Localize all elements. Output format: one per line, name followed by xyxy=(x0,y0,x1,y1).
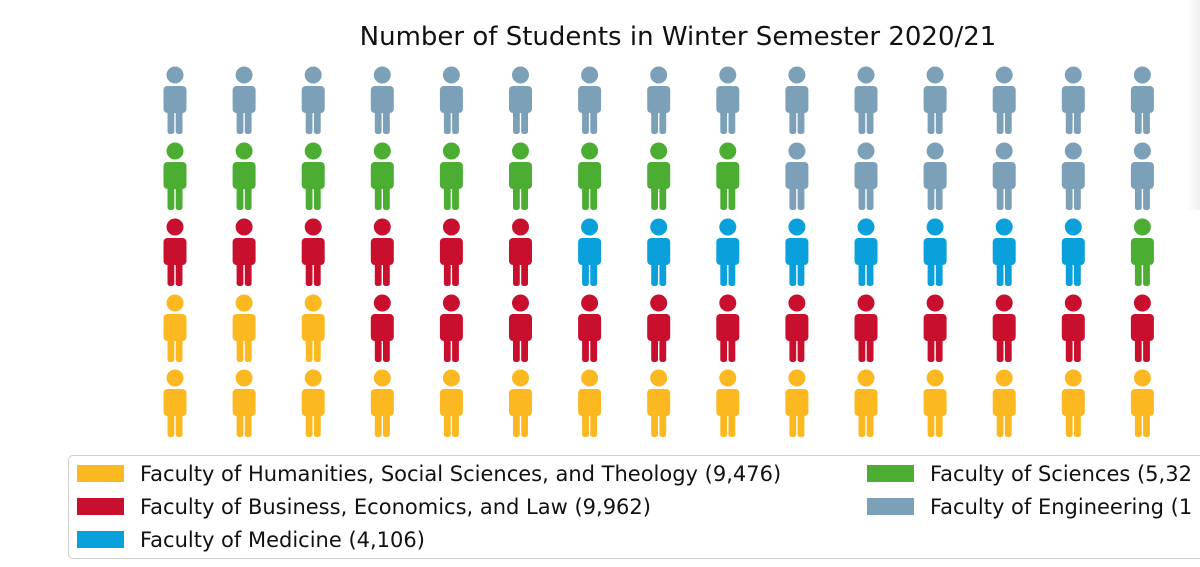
person-icon xyxy=(854,66,878,134)
person-icon xyxy=(1061,142,1085,210)
person-icon xyxy=(578,294,602,362)
person-icon xyxy=(232,218,256,286)
person-icon xyxy=(301,294,325,362)
person-icon xyxy=(578,142,602,210)
person-icon xyxy=(992,66,1016,134)
person-icon xyxy=(1061,218,1085,286)
legend-swatch-sciences xyxy=(867,465,914,482)
legend-swatch-engineering xyxy=(867,498,914,515)
person-icon xyxy=(923,294,947,362)
person-icon xyxy=(232,66,256,134)
person-icon xyxy=(1061,369,1085,437)
person-icon xyxy=(716,369,740,437)
person-icon xyxy=(854,218,878,286)
person-icon xyxy=(1130,369,1154,437)
person-icon xyxy=(163,218,187,286)
person-icon xyxy=(509,294,532,362)
person-icon xyxy=(647,294,671,362)
person-icon xyxy=(647,66,671,134)
person-icon xyxy=(301,142,325,210)
person-icon xyxy=(923,369,947,437)
person-icon xyxy=(785,142,809,210)
person-icon xyxy=(578,218,602,286)
legend-label: Faculty of Sciences (5,32 xyxy=(930,462,1192,486)
person-icon xyxy=(785,369,809,437)
person-icon xyxy=(1130,66,1154,134)
person-icon xyxy=(854,142,878,210)
person-icon xyxy=(370,294,394,362)
person-icon xyxy=(439,218,463,286)
person-icon xyxy=(992,369,1016,437)
person-icon xyxy=(785,294,809,362)
person-icon xyxy=(1061,66,1085,134)
legend-swatch-humanities xyxy=(77,465,124,482)
window-edge xyxy=(1186,0,1200,210)
person-icon xyxy=(439,66,463,134)
person-icon xyxy=(785,218,809,286)
person-icon xyxy=(716,142,740,210)
person-icon xyxy=(232,142,256,210)
person-icon xyxy=(509,142,532,210)
person-icon xyxy=(509,369,532,437)
legend-label: Faculty of Medicine (4,106) xyxy=(140,528,425,552)
person-icon xyxy=(301,218,325,286)
chart-title: Number of Students in Winter Semester 20… xyxy=(359,22,997,52)
person-icon xyxy=(232,294,256,362)
person-icon xyxy=(1130,294,1154,362)
person-icon xyxy=(647,142,671,210)
person-icon xyxy=(370,369,394,437)
person-icon xyxy=(509,218,532,286)
person-icon xyxy=(370,66,394,134)
person-icon xyxy=(647,218,671,286)
person-icon xyxy=(647,369,671,437)
person-icon xyxy=(578,66,602,134)
legend-label: Faculty of Engineering (1 xyxy=(930,495,1193,519)
legend: Faculty of Humanities, Social Sciences, … xyxy=(68,455,1200,559)
person-icon xyxy=(923,218,947,286)
person-icon xyxy=(301,369,325,437)
person-icon xyxy=(716,66,740,134)
person-icon xyxy=(439,142,463,210)
person-icon xyxy=(163,142,187,210)
person-icon xyxy=(301,66,325,134)
person-icon xyxy=(509,66,532,134)
person-icon xyxy=(578,369,602,437)
person-icon xyxy=(163,369,187,437)
person-icon xyxy=(923,66,947,134)
person-icon xyxy=(163,66,187,134)
person-icon xyxy=(1130,142,1154,210)
legend-label: Faculty of Humanities, Social Sciences, … xyxy=(140,462,782,486)
person-icon xyxy=(854,294,878,362)
person-icon xyxy=(716,218,740,286)
person-icon xyxy=(439,369,463,437)
person-icon xyxy=(716,294,740,362)
legend-swatch-medicine xyxy=(77,531,124,548)
person-icon xyxy=(439,294,463,362)
person-icon xyxy=(370,142,394,210)
person-icon xyxy=(232,369,256,437)
person-icon xyxy=(1061,294,1085,362)
person-icon xyxy=(992,294,1016,362)
person-icon xyxy=(785,66,809,134)
person-icon xyxy=(370,218,394,286)
person-icon xyxy=(1130,218,1154,286)
person-icon xyxy=(923,142,947,210)
waffle-plot-area xyxy=(163,66,1154,437)
legend-swatch-business xyxy=(77,498,124,515)
person-icon xyxy=(992,218,1016,286)
person-icon xyxy=(992,142,1016,210)
person-icon xyxy=(854,369,878,437)
legend-label: Faculty of Business, Economics, and Law … xyxy=(140,495,651,519)
person-icon xyxy=(163,294,187,362)
